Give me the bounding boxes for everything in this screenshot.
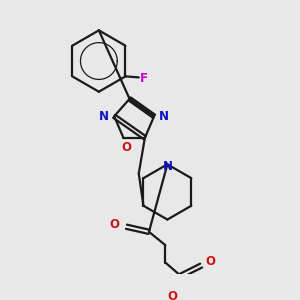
Text: N: N (162, 160, 172, 173)
Text: N: N (159, 110, 169, 123)
Text: F: F (140, 72, 148, 85)
Text: O: O (205, 255, 215, 268)
Text: O: O (109, 218, 119, 231)
Text: N: N (99, 110, 109, 123)
Text: O: O (167, 290, 178, 300)
Text: O: O (122, 142, 131, 154)
